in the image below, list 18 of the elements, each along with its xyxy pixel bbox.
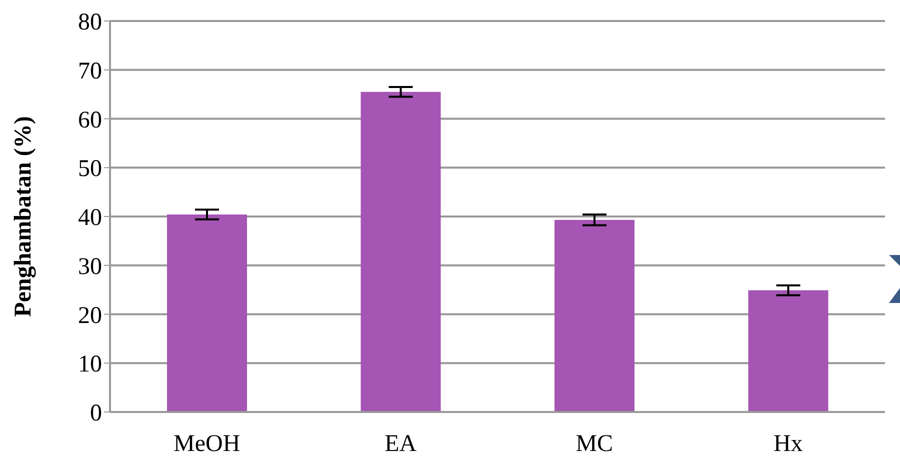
y-tick-label: 70 xyxy=(78,58,102,84)
x-tick-label: MC xyxy=(576,431,614,458)
y-tick-label: 80 xyxy=(78,10,102,36)
x-tick-label: MeOH xyxy=(174,431,240,458)
y-tick-label: 60 xyxy=(78,107,102,134)
y-tick-label: 20 xyxy=(78,302,102,329)
y-tick-label: 0 xyxy=(90,400,102,427)
bar xyxy=(554,220,634,412)
x-tick-label: Hx xyxy=(773,431,803,458)
bar xyxy=(167,214,247,412)
y-tick-label: 30 xyxy=(78,254,102,280)
y-tick-label: 50 xyxy=(78,156,102,182)
bar xyxy=(748,290,828,412)
bar xyxy=(360,92,441,412)
y-tick-label: 10 xyxy=(78,352,102,378)
y-tick-label: 40 xyxy=(78,205,102,232)
y-axis-title: Penghambatan (%) xyxy=(10,116,37,317)
x-tick-label: EA xyxy=(384,431,418,458)
